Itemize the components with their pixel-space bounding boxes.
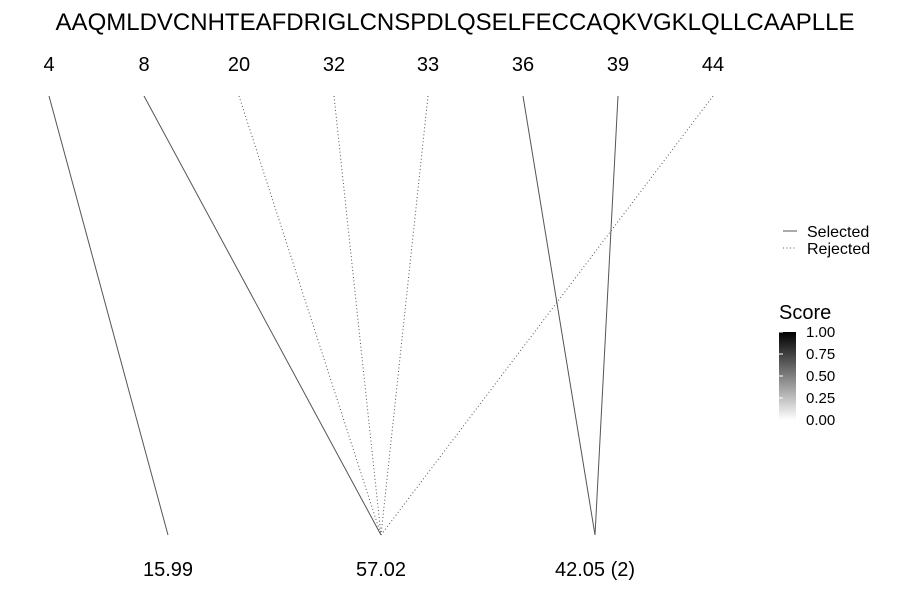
score-tick-label: 1.00 [806,324,835,341]
score-colorbar [779,332,796,420]
position-labels: 4 8 20 32 33 36 39 44 [43,54,724,76]
legend-selected-label: Selected [807,224,869,241]
score-tick-labels: 1.00 0.75 0.50 0.25 0.00 [779,324,835,429]
connection-line-selected [143,95,382,536]
score-tick-label: 0.25 [806,390,835,407]
connection-line-selected [48,95,169,536]
connection-line-rejected [380,95,714,536]
mass-label: 57.02 [356,559,406,581]
position-label: 8 [138,54,149,76]
connection-lines [48,95,714,536]
mass-labels: 15.99 57.02 42.05 (2) [143,559,635,581]
score-tick-label: 0.50 [806,368,835,385]
mass-label: 42.05 (2) [555,559,635,581]
connection-line-rejected [380,95,429,536]
position-label: 44 [702,54,724,76]
position-label: 39 [607,54,629,76]
position-label: 20 [228,54,250,76]
score-legend: Score 1.00 0.75 0.50 0.25 0.00 [779,302,835,429]
score-tick-label: 0.75 [806,346,835,363]
score-tick-label: 0.00 [806,412,835,429]
connection-line-rejected [238,95,382,536]
mass-label: 15.99 [143,559,193,581]
score-legend-title: Score [779,302,831,324]
peptide-sequence: AAQMLDVCNHTEAFDRIGLCNSPDLQSELFECCAQKVGKL… [56,9,855,36]
connection-line-rejected [333,95,382,536]
position-label: 32 [323,54,345,76]
connection-line-selected [594,95,619,536]
line-type-legend: Selected Rejected [783,224,870,258]
connection-line-selected [522,95,596,536]
legend-rejected-label: Rejected [807,241,870,258]
position-label: 4 [43,54,54,76]
position-label: 33 [417,54,439,76]
position-label: 36 [512,54,534,76]
